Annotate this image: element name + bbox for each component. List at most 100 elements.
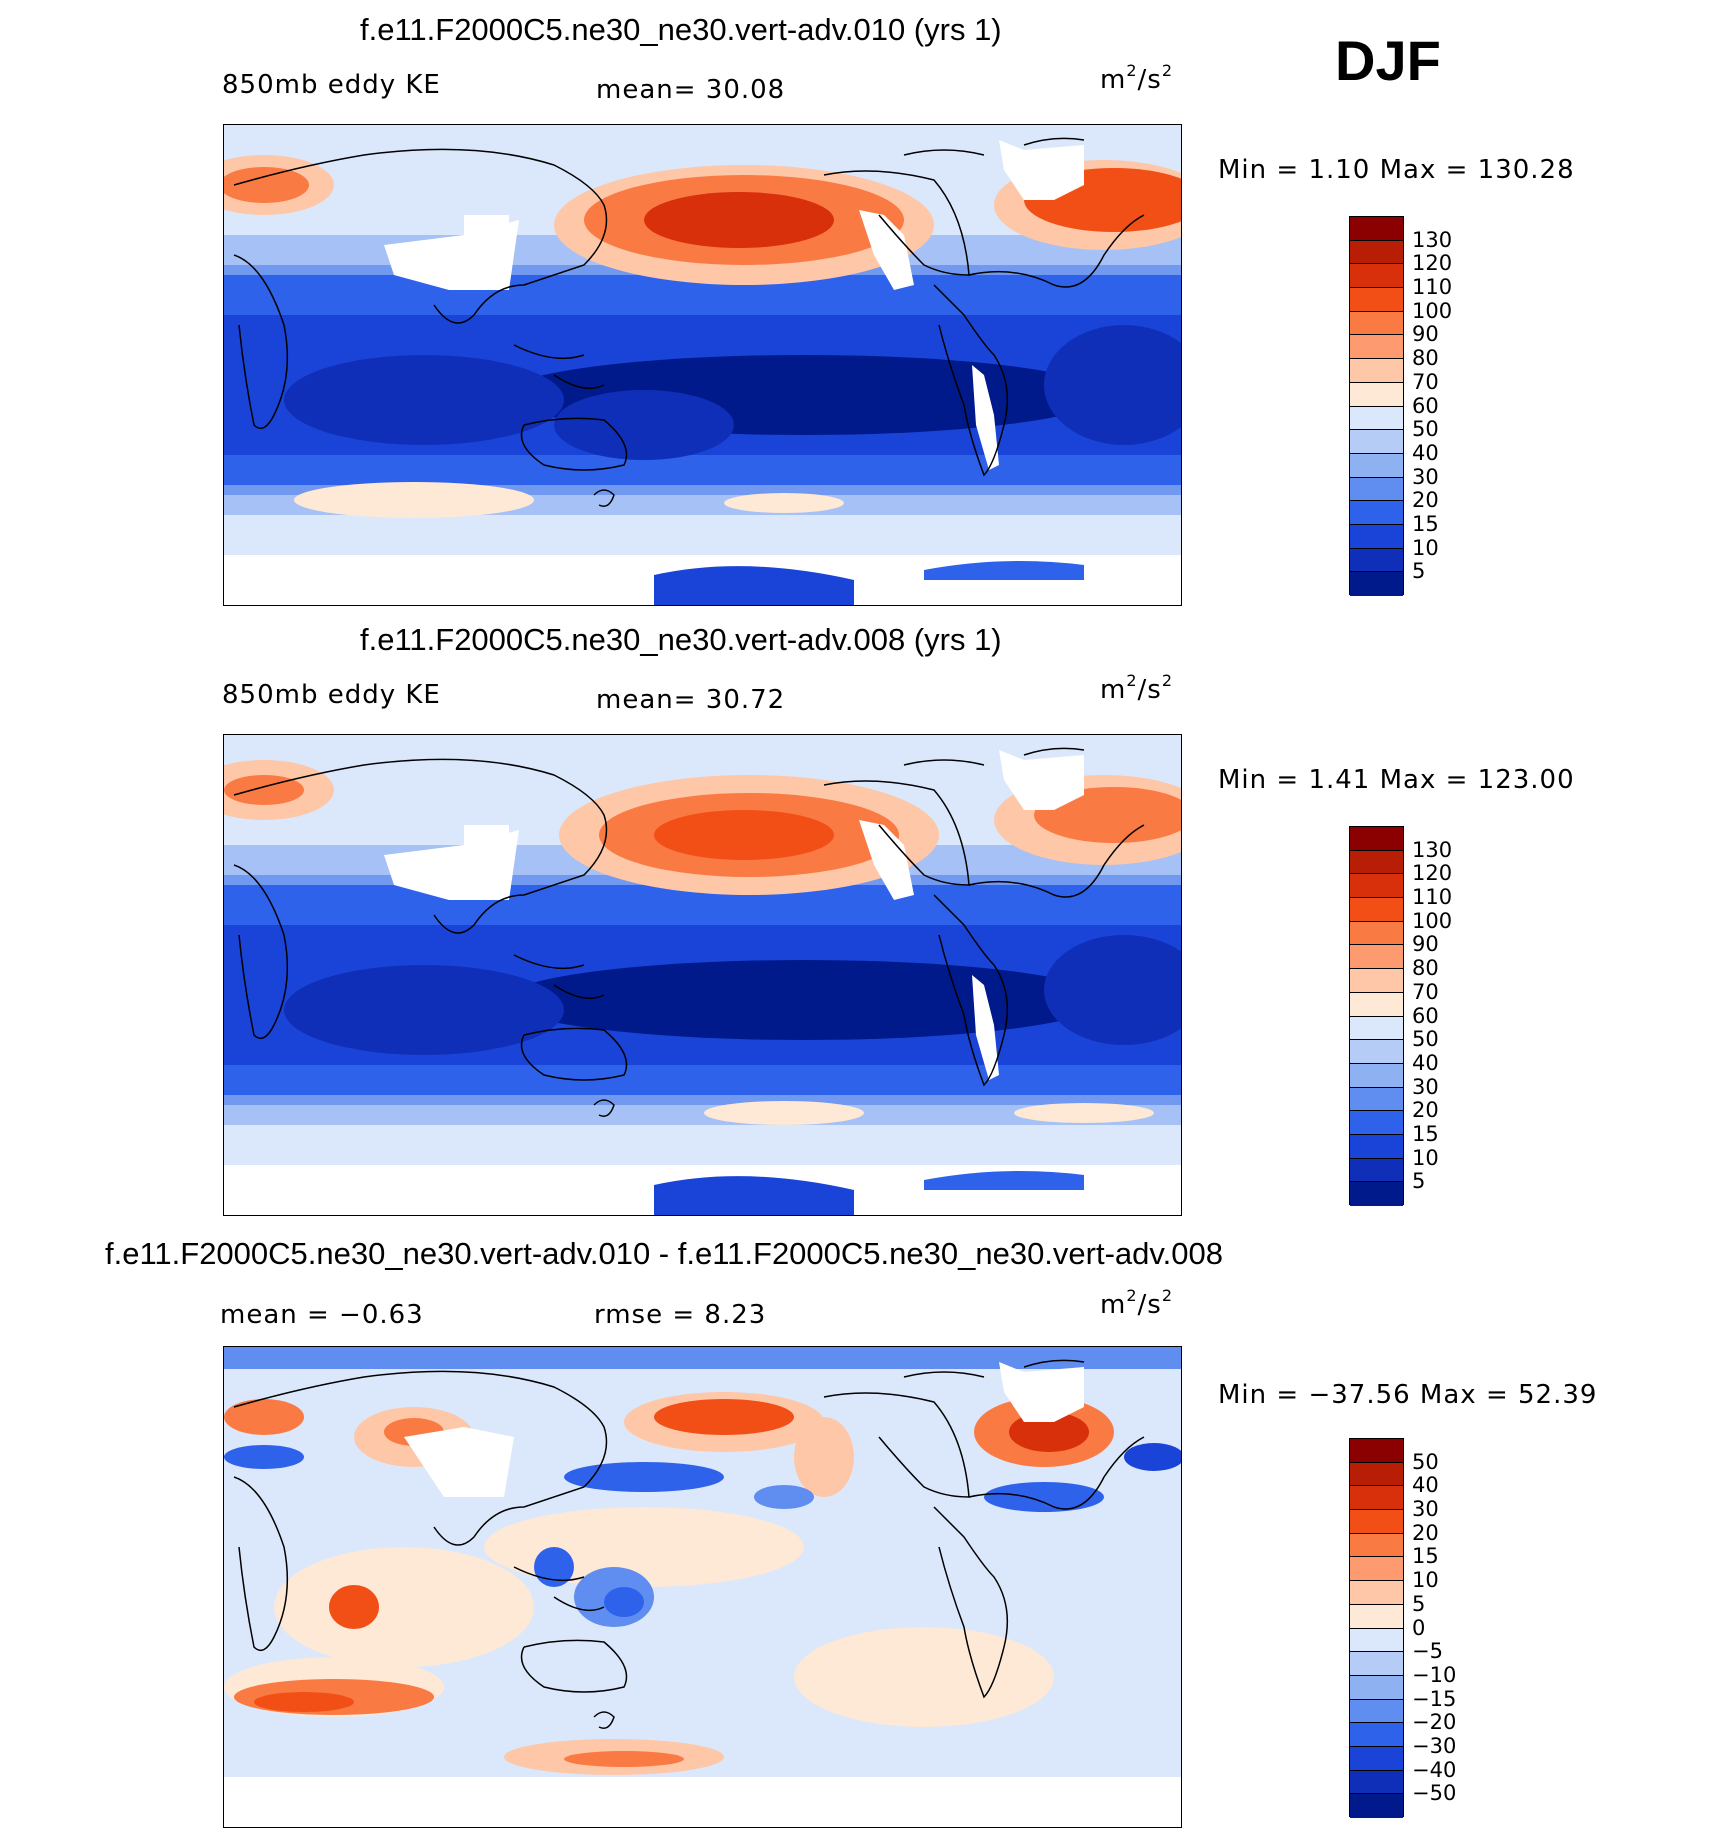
colorbar-label: 10	[1412, 1568, 1439, 1593]
colorbar-box	[1350, 1087, 1403, 1112]
colorbar-label: 100	[1412, 298, 1453, 323]
colorbar-label: −40	[1412, 1757, 1457, 1782]
panel2-mean-label: mean= 30.72	[596, 685, 786, 715]
colorbar-label: 40	[1412, 440, 1439, 465]
colorbar-box	[1350, 572, 1403, 596]
colorbar-label: 100	[1412, 908, 1453, 933]
colorbar-label: 120	[1412, 251, 1453, 276]
colorbar-box	[1350, 288, 1403, 312]
colorbar-label: 50	[1412, 1027, 1439, 1052]
panel2-units: m2/s2	[1100, 671, 1174, 705]
season-label: DJF	[1335, 29, 1441, 92]
colorbar-label: 40	[1412, 1050, 1439, 1075]
colorbar-box	[1350, 1699, 1403, 1724]
colorbar-box	[1350, 501, 1403, 525]
panel1-colorbar	[1349, 216, 1404, 596]
colorbar-label: 80	[1412, 346, 1439, 371]
colorbar-box	[1350, 382, 1403, 407]
colorbar-label: 130	[1412, 227, 1453, 252]
colorbar-label: 20	[1412, 1098, 1439, 1123]
colorbar-label: −20	[1412, 1710, 1457, 1735]
colorbar-box	[1350, 945, 1403, 970]
colorbar-box	[1350, 1604, 1403, 1629]
colorbar-label: −30	[1412, 1733, 1457, 1758]
panel2-minmax: Min = 1.41 Max = 123.00	[1218, 765, 1575, 795]
colorbar-label: 5	[1412, 1169, 1426, 1194]
colorbar-label: 130	[1412, 837, 1453, 862]
panel1-minmax: Min = 1.10 Max = 130.28	[1218, 155, 1575, 185]
colorbar-box	[1350, 1134, 1403, 1159]
diff-rmse-label: rmse = 8.23	[594, 1300, 767, 1330]
diff-map	[223, 1346, 1182, 1828]
panel1-title: f.e11.F2000C5.ne30_ne30.vert-adv.010 (yr…	[360, 12, 1002, 47]
panel2-map	[223, 734, 1182, 1216]
colorbar-label: 80	[1412, 956, 1439, 981]
colorbar-box	[1350, 430, 1403, 454]
diff-colorbar	[1349, 1438, 1404, 1818]
colorbar-label: 30	[1412, 464, 1439, 489]
colorbar-box	[1350, 406, 1403, 431]
colorbar-box	[1350, 548, 1403, 573]
colorbar-box	[1350, 898, 1403, 922]
colorbar-box	[1350, 311, 1403, 336]
colorbar-box	[1350, 1158, 1403, 1183]
colorbar-box	[1350, 1794, 1403, 1818]
colorbar-box	[1350, 1111, 1403, 1135]
colorbar-box	[1350, 477, 1403, 502]
colorbar-box	[1350, 1652, 1403, 1676]
colorbar-label: −50	[1412, 1781, 1457, 1806]
colorbar-box	[1350, 524, 1403, 549]
colorbar-label: 60	[1412, 1003, 1439, 1028]
panel2-title: f.e11.F2000C5.ne30_ne30.vert-adv.008 (yr…	[360, 622, 1002, 657]
colorbar-label: 40	[1412, 1473, 1439, 1498]
colorbar-label: 90	[1412, 932, 1439, 957]
colorbar-box	[1350, 1040, 1403, 1064]
colorbar-label: 50	[1412, 417, 1439, 442]
colorbar-box	[1350, 1746, 1403, 1771]
panel1-units: m2/s2	[1100, 61, 1174, 95]
colorbar-box	[1350, 240, 1403, 265]
colorbar-label: 15	[1412, 1121, 1439, 1146]
colorbar-box	[1350, 1063, 1403, 1088]
diff-title: f.e11.F2000C5.ne30_ne30.vert-adv.010 - f…	[105, 1236, 1223, 1271]
colorbar-box	[1350, 1675, 1403, 1700]
colorbar-box	[1350, 1628, 1403, 1653]
colorbar-box	[1350, 1723, 1403, 1747]
colorbar-box	[1350, 1486, 1403, 1511]
colorbar-label: 20	[1412, 488, 1439, 513]
colorbar-box	[1350, 1581, 1403, 1605]
diff-units: m2/s2	[1100, 1286, 1174, 1320]
colorbar-box	[1350, 921, 1403, 946]
diff-minmax: Min = −37.56 Max = 52.39	[1218, 1380, 1598, 1410]
colorbar-label: −5	[1412, 1639, 1443, 1664]
colorbar-label: 20	[1412, 1520, 1439, 1545]
colorbar-box	[1350, 1182, 1403, 1206]
panel2-variable-label: 850mb eddy KE	[222, 680, 441, 710]
colorbar-label: 30	[1412, 1497, 1439, 1522]
colorbar-label: 10	[1412, 535, 1439, 560]
colorbar-label: 10	[1412, 1145, 1439, 1170]
colorbar-box	[1350, 264, 1403, 289]
panel1-map	[223, 124, 1182, 606]
colorbar-label: 90	[1412, 322, 1439, 347]
panel1-mean-label: mean= 30.08	[596, 75, 786, 105]
panel2-colorbar	[1349, 826, 1404, 1206]
colorbar-box	[1350, 1770, 1403, 1795]
colorbar-label: 50	[1412, 1449, 1439, 1474]
colorbar-box	[1350, 827, 1403, 851]
colorbar-box	[1350, 1462, 1403, 1487]
colorbar-box	[1350, 969, 1403, 993]
colorbar-box	[1350, 850, 1403, 875]
colorbar-label: 70	[1412, 369, 1439, 394]
colorbar-box	[1350, 1533, 1403, 1558]
colorbar-box	[1350, 217, 1403, 241]
colorbar-label: 110	[1412, 275, 1453, 300]
colorbar-label: 60	[1412, 393, 1439, 418]
diff-mean-label: mean = −0.63	[220, 1300, 424, 1330]
colorbar-label: 15	[1412, 511, 1439, 536]
colorbar-box	[1350, 453, 1403, 478]
colorbar-box	[1350, 1016, 1403, 1041]
colorbar-box	[1350, 1439, 1403, 1463]
colorbar-label: −10	[1412, 1662, 1457, 1687]
colorbar-box	[1350, 1510, 1403, 1534]
